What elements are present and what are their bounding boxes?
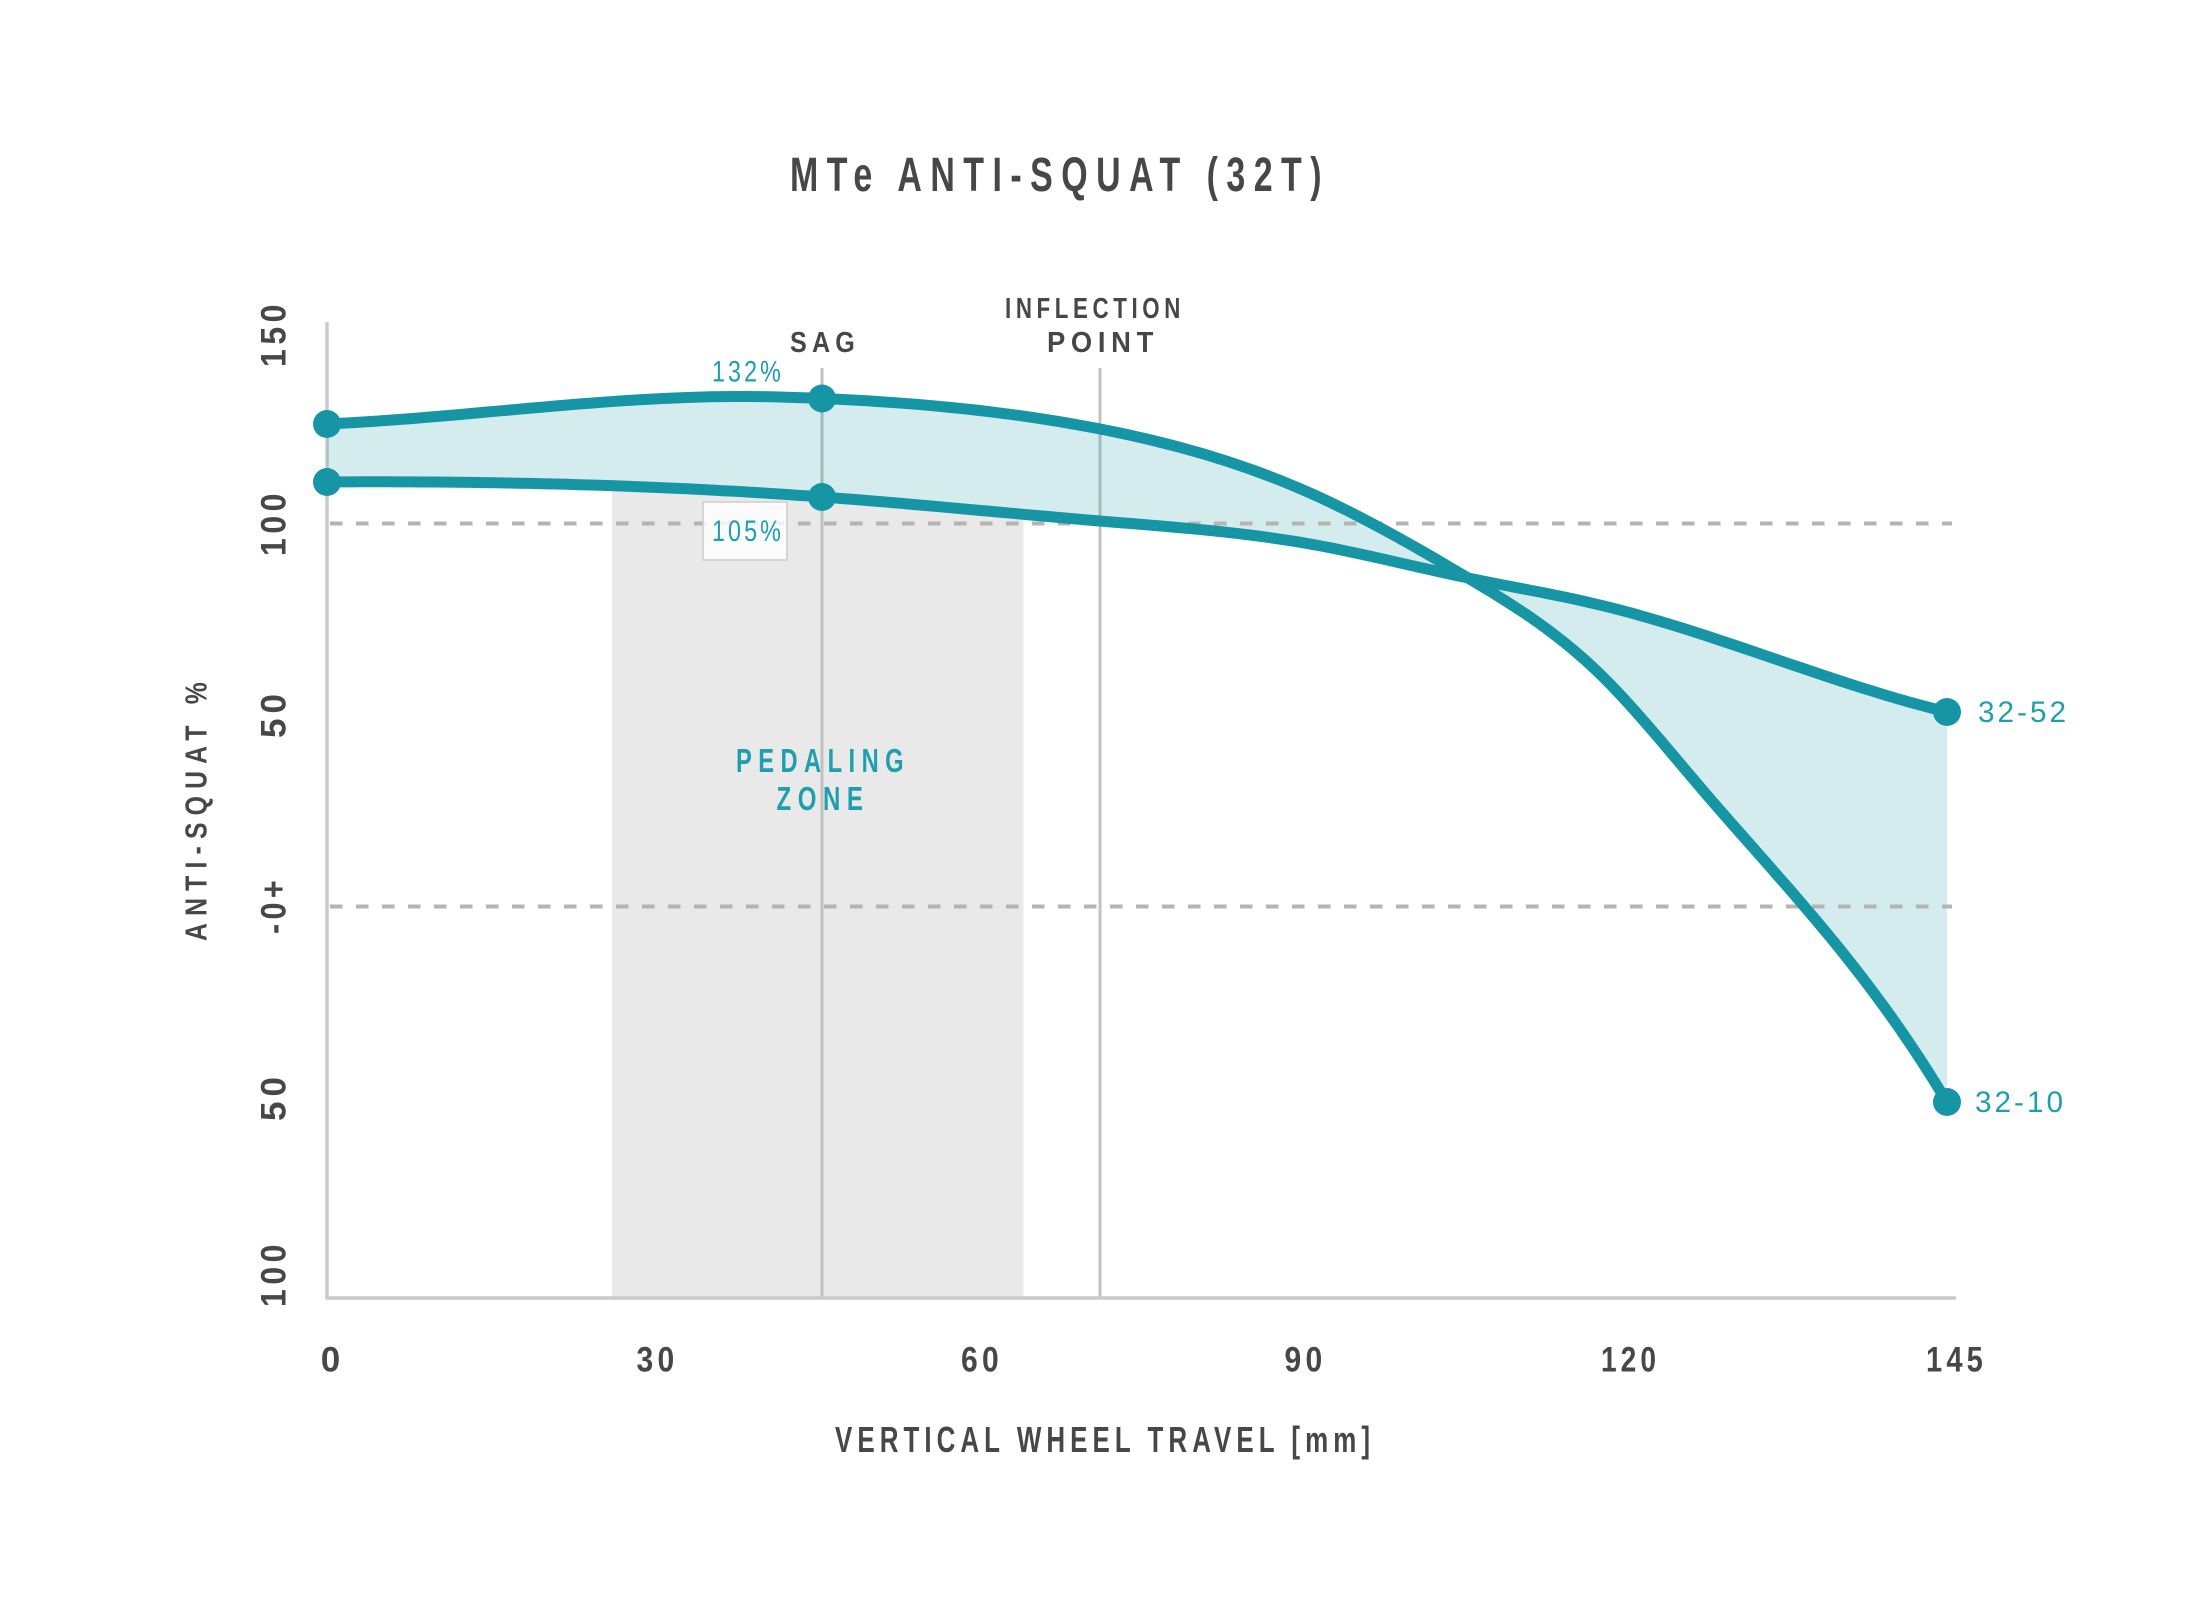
svg-text:ZONE: ZONE [777,780,870,817]
svg-text:120: 120 [1601,1341,1660,1380]
svg-text:145: 145 [1926,1341,1987,1380]
svg-text:SAG: SAG [790,327,860,359]
svg-text:VERTICAL WHEEL TRAVEL [mm]: VERTICAL WHEEL TRAVEL [mm] [835,1419,1375,1460]
svg-text:0: 0 [321,1341,345,1380]
svg-text:50: 50 [255,689,294,738]
svg-text:MTe ANTI-SQUAT (32T): MTe ANTI-SQUAT (32T) [790,149,1330,202]
svg-text:60: 60 [961,1341,1003,1380]
svg-text:PEDALING: PEDALING [736,742,910,779]
svg-text:POINT: POINT [1047,327,1159,359]
svg-text:INFLECTION: INFLECTION [1005,293,1185,325]
svg-text:90: 90 [1285,1341,1327,1380]
svg-text:100: 100 [255,489,294,556]
svg-text:150: 150 [255,300,294,367]
svg-text:100: 100 [255,1240,294,1307]
svg-text:50: 50 [255,1072,294,1121]
svg-text:-0+: -0+ [255,876,294,934]
svg-text:30: 30 [637,1341,679,1380]
svg-text:132%: 132% [712,356,784,389]
svg-text:105%: 105% [712,515,784,548]
svg-text:32-52: 32-52 [1978,696,2069,729]
svg-text:32-10: 32-10 [1975,1086,2066,1119]
svg-text:ANTI-SQUAT %: ANTI-SQUAT % [179,675,214,941]
